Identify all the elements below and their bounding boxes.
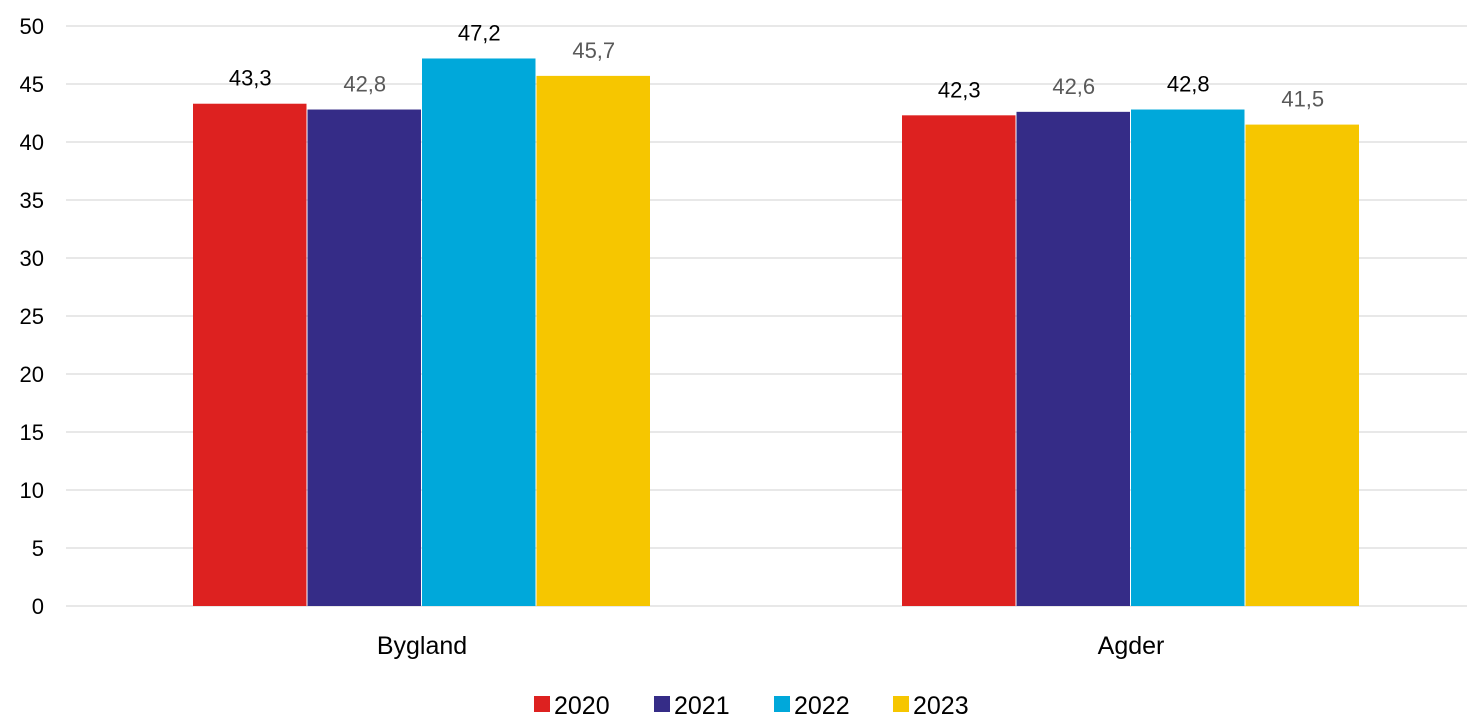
y-tick-label: 20: [20, 362, 44, 387]
bar-2021-agder: [1016, 111, 1130, 606]
legend-label: 2021: [674, 692, 730, 717]
y-tick-label: 0: [32, 594, 44, 619]
x-category-label: Agder: [1098, 632, 1165, 660]
legend-swatch-2022: [774, 696, 790, 712]
y-tick-label: 40: [20, 130, 44, 155]
y-tick-label: 15: [20, 420, 44, 445]
y-tick-label: 25: [20, 304, 44, 329]
y-tick-label: 5: [32, 536, 44, 561]
data-label: 45,7: [572, 38, 615, 63]
data-label: 42,8: [1167, 72, 1210, 97]
bar-2020-bygland: [193, 103, 307, 606]
legend-label: 2023: [913, 692, 969, 717]
y-tick-label: 45: [20, 72, 44, 97]
legend-label: 2020: [554, 692, 610, 717]
bar-2021-bygland: [307, 109, 421, 607]
legend-swatch-2020: [534, 696, 550, 712]
data-label: 42,6: [1052, 74, 1095, 99]
bar-2023-bygland: [536, 75, 650, 606]
bar-2022-bygland: [422, 58, 536, 607]
y-tick-label: 30: [20, 246, 44, 271]
bar-2022-agder: [1131, 109, 1245, 607]
x-category-label: Bygland: [377, 632, 467, 660]
legend-label: 2022: [794, 692, 850, 717]
legend-swatch-2023: [893, 696, 909, 712]
bar-2023-agder: [1245, 124, 1359, 606]
y-tick-label: 35: [20, 188, 44, 213]
data-label: 43,3: [229, 66, 272, 91]
data-label: 47,2: [458, 20, 501, 45]
bar-2020-agder: [902, 115, 1016, 606]
y-tick-label: 50: [20, 14, 44, 39]
data-label: 42,3: [938, 77, 981, 102]
legend-swatch-2021: [654, 696, 670, 712]
data-label: 41,5: [1281, 87, 1324, 112]
y-tick-label: 10: [20, 478, 44, 503]
data-label: 42,8: [343, 72, 386, 97]
